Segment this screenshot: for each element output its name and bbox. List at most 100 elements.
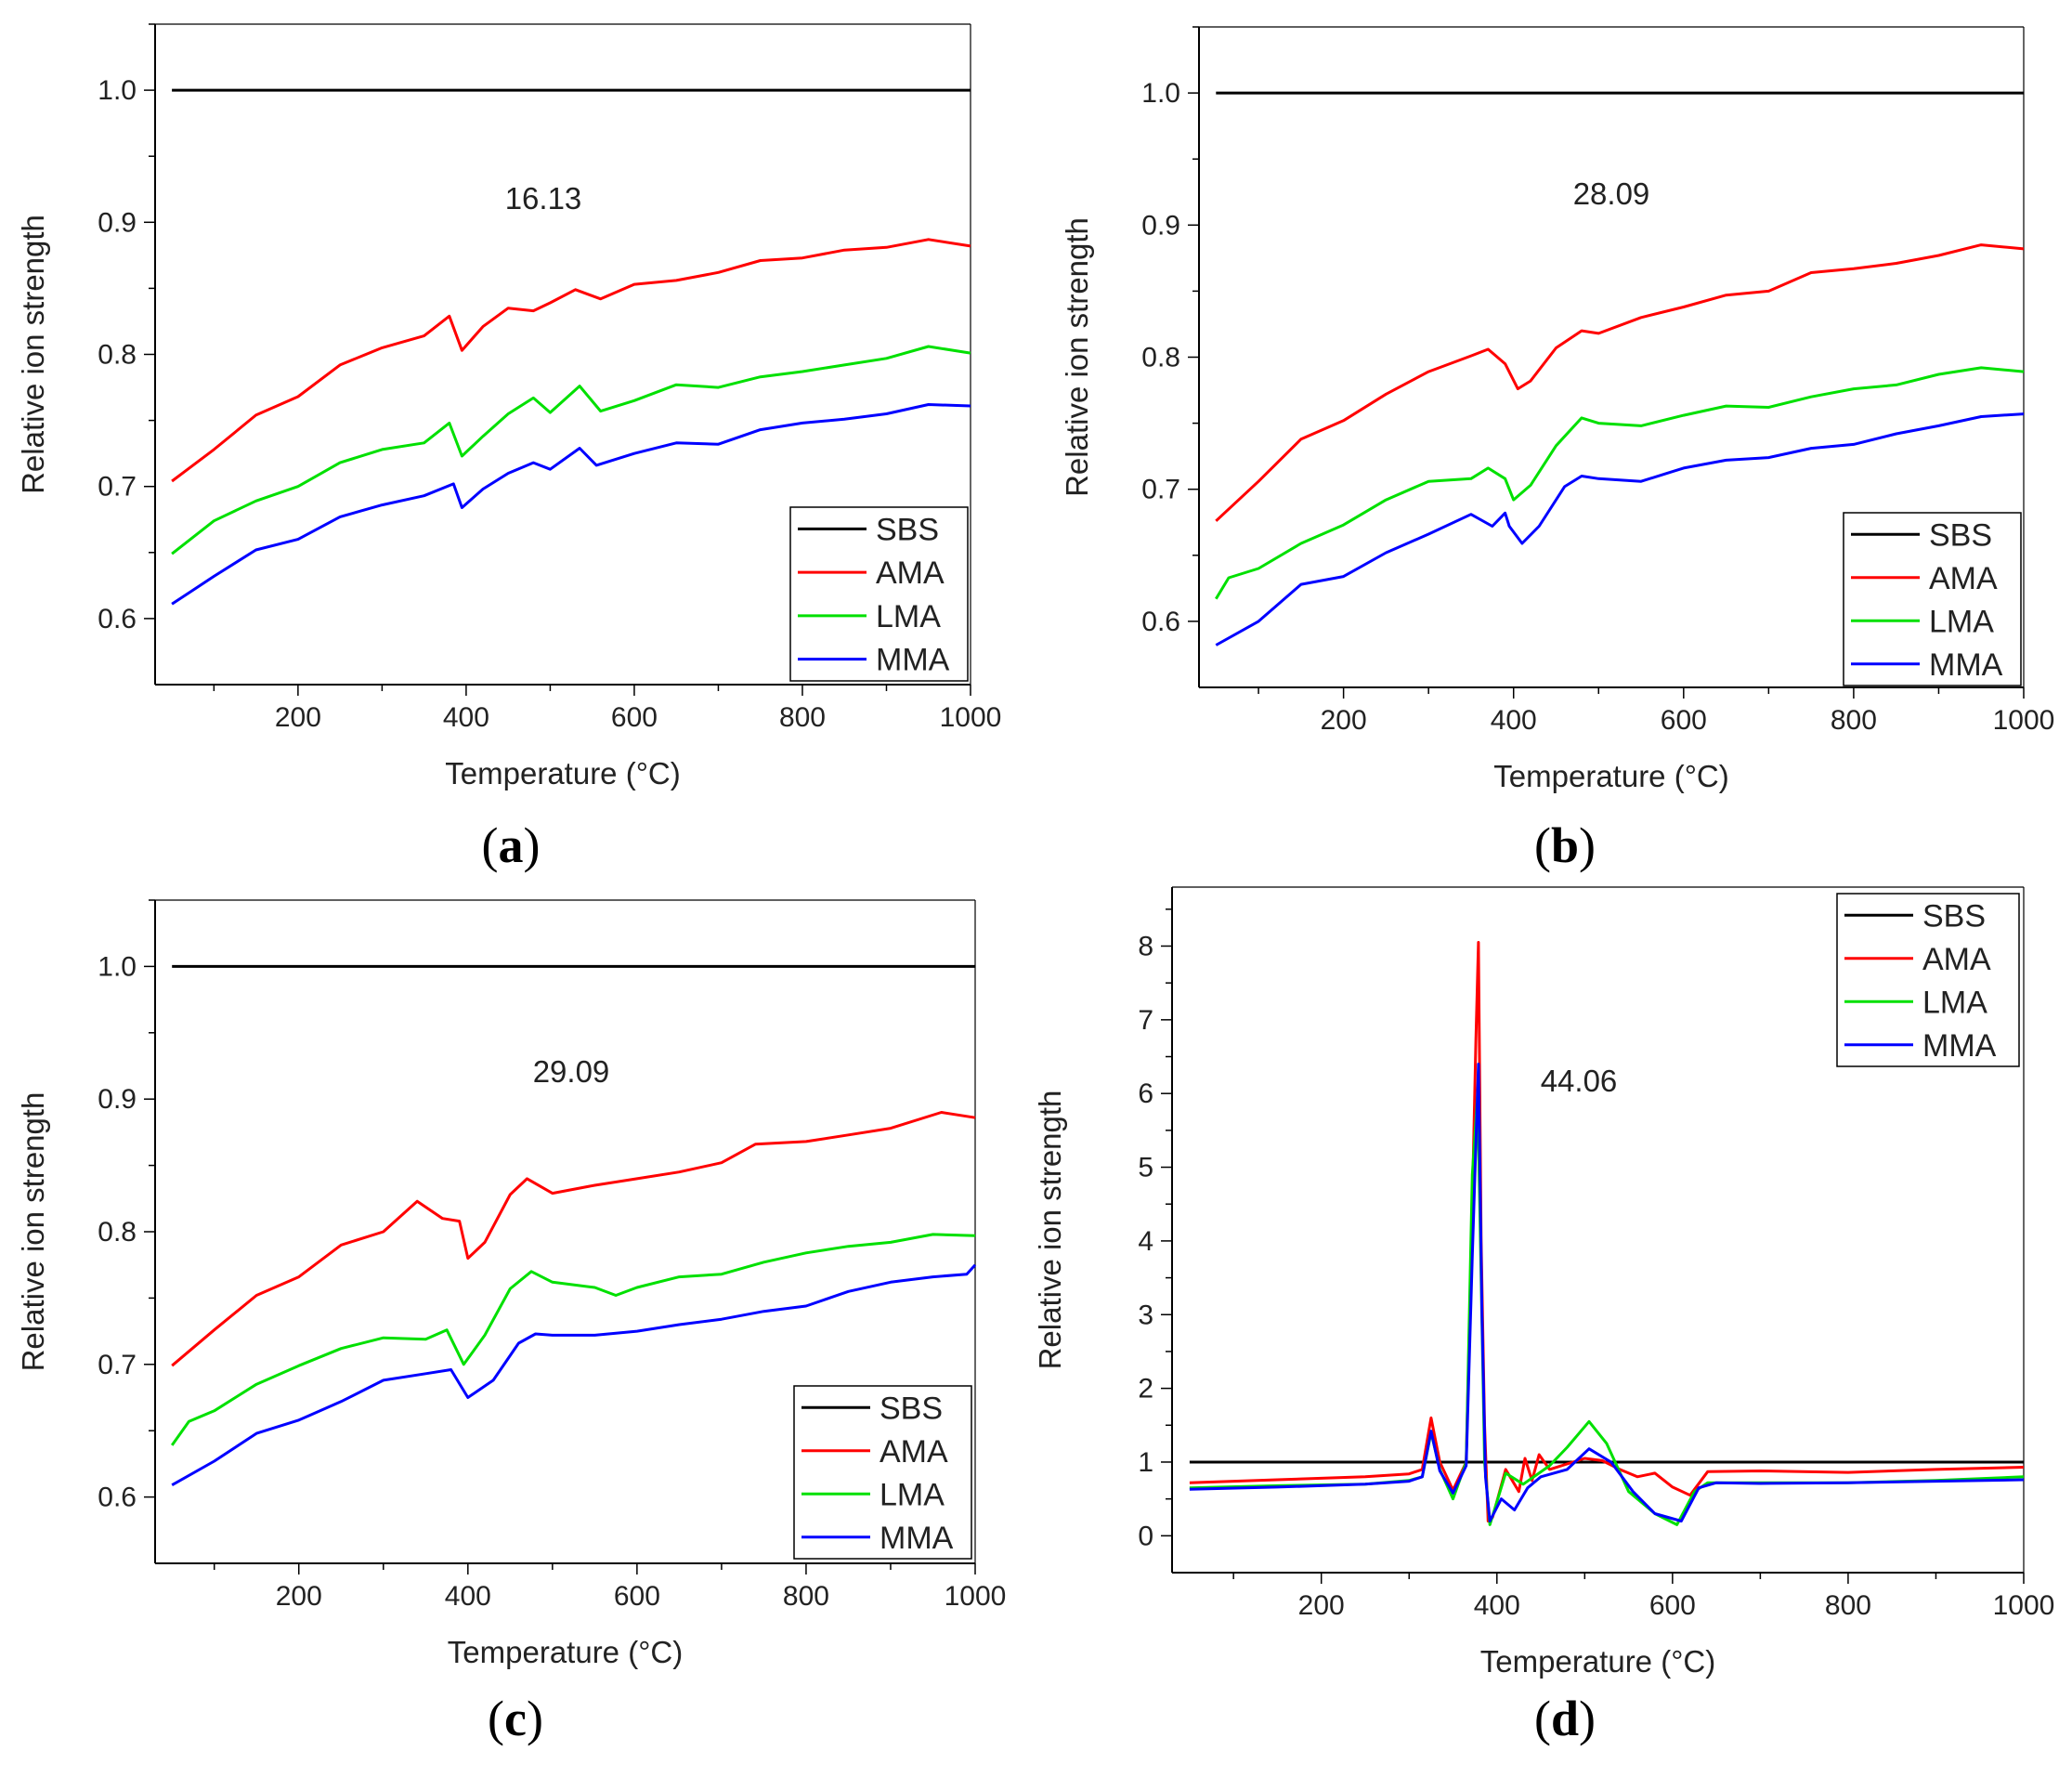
y-tick-label: 0.9 xyxy=(98,207,137,238)
chart-panel-b: (b) 200 400 600 800 1000 0.6 0.7 0.8 0.9 1.0 Tempe… xyxy=(1060,26,2055,873)
caption-a: (a) xyxy=(482,817,541,873)
panel-annotation: 16.13 xyxy=(505,181,582,216)
legend-label-mma: MMA xyxy=(1929,647,2003,683)
legend-box xyxy=(789,506,969,682)
panel-annotation: 44.06 xyxy=(1541,1064,1618,1098)
panel-annotation: 28.09 xyxy=(1573,176,1650,211)
y-axis-title: Relative ion strength xyxy=(1033,1091,1067,1370)
y-tick-label: 0.9 xyxy=(98,1084,137,1115)
y-tick-label: 0.7 xyxy=(98,1350,137,1380)
legend-label-ama: AMA xyxy=(876,555,945,591)
y-tick-label: 1 xyxy=(1138,1447,1153,1478)
legend: SBS AMA LMA MMA xyxy=(1843,512,2022,686)
caption-d: (d) xyxy=(1534,1691,1596,1746)
legend-label-lma: LMA xyxy=(876,599,941,634)
x-tick-label: 800 xyxy=(1831,705,1877,736)
legend-label-lma: LMA xyxy=(880,1477,945,1512)
legend-label-mma: MMA xyxy=(880,1521,954,1556)
panel-annotation: 29.09 xyxy=(533,1054,610,1089)
legend-label-sbs: SBS xyxy=(880,1391,943,1426)
x-tick-label: 400 xyxy=(1491,705,1537,736)
legend-box xyxy=(1836,893,2020,1067)
y-tick-label: 6 xyxy=(1138,1078,1153,1109)
y-tick-label: 1.0 xyxy=(98,951,137,982)
y-tick-label: 0.8 xyxy=(1141,343,1180,373)
y-tick-label: 2 xyxy=(1138,1374,1153,1405)
x-tick-label: 800 xyxy=(1825,1590,1871,1621)
legend-label-sbs: SBS xyxy=(1929,517,1992,553)
x-tick-label: 800 xyxy=(779,702,826,733)
x-tick-label: 600 xyxy=(611,702,658,733)
legend-label-sbs: SBS xyxy=(876,512,939,547)
y-tick-label: 0.8 xyxy=(98,1217,137,1248)
series-line-mma xyxy=(171,403,971,606)
x-tick-label: 600 xyxy=(1649,1590,1696,1621)
x-tick-label: 400 xyxy=(443,702,489,733)
y-tick-label: 0.9 xyxy=(1141,210,1180,241)
series-line-mma xyxy=(1215,412,2025,647)
x-tick-label: 1000 xyxy=(1993,705,2055,736)
y-tick-label: 0.7 xyxy=(1141,475,1180,505)
legend-label-sbs: SBS xyxy=(1922,898,1986,934)
y-axis-title: Relative ion strength xyxy=(1060,217,1094,497)
x-tick-label: 400 xyxy=(1474,1590,1520,1621)
chart-panel-a: (a) 200 400 600 800 1000 0.6 0.7 0.8 0.9 1.0 Tempe… xyxy=(16,23,1002,873)
series-line-mma xyxy=(1189,1063,2025,1522)
x-tick-label: 200 xyxy=(1298,1590,1345,1621)
y-tick-label: 0.6 xyxy=(98,1483,137,1513)
x-tick-label: 200 xyxy=(275,702,321,733)
caption-b: (b) xyxy=(1534,817,1596,873)
legend: SBS AMA LMA MMA xyxy=(789,506,969,682)
legend: SBS AMA LMA MMA xyxy=(793,1385,972,1560)
legend: SBS AMA LMA MMA xyxy=(1836,893,2020,1067)
x-tick-label: 200 xyxy=(1321,705,1367,736)
y-tick-label: 0.7 xyxy=(98,472,137,503)
legend-label-lma: LMA xyxy=(1922,985,1987,1020)
legend-label-ama: AMA xyxy=(1922,942,1991,977)
legend-label-ama: AMA xyxy=(1929,561,1998,596)
y-tick-label: 8 xyxy=(1138,931,1153,961)
x-tick-label: 200 xyxy=(276,1581,322,1612)
chart-panel-d: (d) 200 400 600 800 1000 0 1 2 3 4 5 6 7 8 Temperature… xyxy=(1033,886,2055,1746)
caption-c: (c) xyxy=(488,1691,543,1746)
series-line-lma xyxy=(1215,366,2025,600)
y-tick-label: 0.8 xyxy=(98,340,137,371)
y-axis-title: Relative ion strength xyxy=(16,1092,50,1372)
y-tick-label: 3 xyxy=(1138,1300,1153,1330)
x-tick-label: 600 xyxy=(614,1581,660,1612)
legend-label-ama: AMA xyxy=(880,1434,948,1470)
y-tick-label: 7 xyxy=(1138,1005,1153,1036)
x-axis-title: Temperature (°C) xyxy=(448,1635,683,1669)
x-tick-label: 800 xyxy=(783,1581,829,1612)
x-tick-label: 1000 xyxy=(945,1581,1007,1612)
x-axis-title: Temperature (°C) xyxy=(1480,1644,1715,1679)
legend-label-lma: LMA xyxy=(1929,604,1994,639)
series-line-ama xyxy=(171,1111,976,1367)
legend-label-mma: MMA xyxy=(876,643,950,678)
x-tick-label: 600 xyxy=(1661,705,1707,736)
x-tick-label: 400 xyxy=(445,1581,491,1612)
chart-panel-c: (c) 200 400 600 800 1000 0.6 0.7 0.8 0.9 1.0 Tempe… xyxy=(16,899,1007,1746)
x-tick-label: 1000 xyxy=(940,702,1002,733)
y-tick-label: 0 xyxy=(1138,1521,1153,1551)
y-tick-label: 1.0 xyxy=(1141,78,1180,109)
y-tick-label: 0.6 xyxy=(98,604,137,634)
legend-label-mma: MMA xyxy=(1922,1028,1997,1064)
x-axis-title: Temperature (°C) xyxy=(1493,759,1728,793)
y-tick-label: 1.0 xyxy=(98,75,137,106)
series-line-ama xyxy=(1189,941,2025,1522)
legend-box xyxy=(1843,512,2022,686)
y-tick-label: 0.6 xyxy=(1141,607,1180,637)
x-tick-label: 1000 xyxy=(1993,1590,2055,1621)
series-line-ama xyxy=(1215,243,2025,522)
series-line-mma xyxy=(171,1263,977,1487)
y-axis-title: Relative ion strength xyxy=(16,215,50,494)
series-line-ama xyxy=(171,238,971,483)
y-tick-label: 4 xyxy=(1138,1226,1153,1257)
series-line-lma xyxy=(171,345,971,555)
x-axis-title: Temperature (°C) xyxy=(445,756,680,790)
legend-box xyxy=(793,1385,972,1560)
series-line-lma xyxy=(170,1233,976,1446)
y-tick-label: 5 xyxy=(1138,1153,1153,1183)
